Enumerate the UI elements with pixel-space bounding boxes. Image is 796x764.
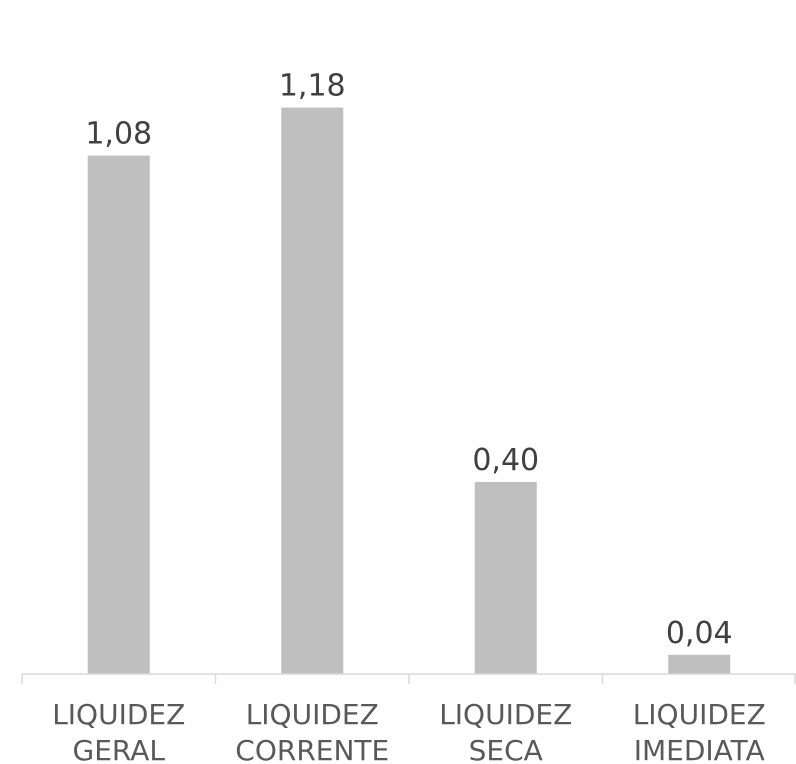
category-label-line: CORRENTE: [235, 734, 389, 764]
bars-group: [87, 107, 731, 675]
x-axis: [21, 673, 796, 684]
category-label-line: GERAL: [73, 734, 166, 764]
category-label-2: LIQUIDEZ CORRENTE: [235, 698, 389, 764]
data-label-3: 0,40: [472, 443, 539, 478]
bar-4: [668, 654, 731, 674]
category-label-4: LIQUIDEZ IMEDIATA: [633, 698, 766, 764]
data-label-1: 1,08: [85, 117, 152, 152]
category-label-line: LIQUIDEZ: [439, 698, 572, 731]
data-label-4: 0,04: [666, 616, 733, 651]
category-label-3: LIQUIDEZ SECA: [439, 698, 572, 764]
data-labels-group: 1,08 1,18 0,40 0,04: [85, 69, 732, 651]
category-label-1: LIQUIDEZ GERAL: [52, 698, 185, 764]
category-label-line: SECA: [469, 734, 543, 764]
category-label-line: LIQUIDEZ: [52, 698, 185, 731]
category-label-line: LIQUIDEZ: [246, 698, 379, 731]
bar-2: [281, 107, 344, 675]
bar-1: [87, 155, 150, 675]
bar-3: [474, 482, 537, 674]
category-label-line: LIQUIDEZ: [633, 698, 766, 731]
category-label-line: IMEDIATA: [634, 734, 765, 764]
data-label-2: 1,18: [279, 69, 346, 104]
